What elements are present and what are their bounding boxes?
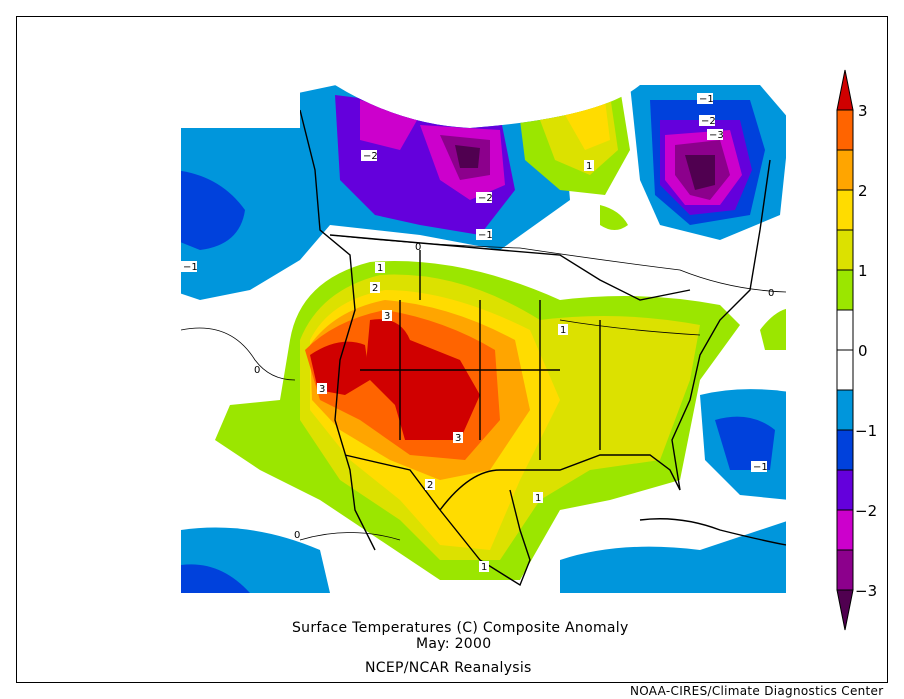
contour-label: −1 — [478, 230, 493, 241]
coastline-east — [671, 159, 771, 491]
contour-label: 0 — [294, 530, 300, 541]
contour-label: 1 — [535, 493, 541, 504]
colorbar-tick: −1 — [855, 422, 877, 440]
contour-label: 0 — [415, 242, 421, 253]
colorbar-arrow-bottom — [836, 589, 854, 631]
data-source: NCEP/NCAR Reanalysis — [365, 660, 532, 676]
contour-label: −1 — [699, 94, 714, 105]
contour-label: 2 — [427, 480, 433, 491]
map-fill — [181, 85, 786, 593]
coastline-gulf — [439, 454, 681, 511]
contour-label: 0 — [768, 288, 774, 299]
contour-label: −2 — [701, 116, 716, 127]
map-title: Surface Temperatures (C) Composite Anoma… — [292, 620, 629, 636]
contour-label: −3 — [709, 130, 724, 141]
colorbar-arrow-top — [836, 69, 854, 111]
us-mexico-border — [344, 454, 441, 511]
mexico-coast — [439, 489, 531, 587]
us-canada-border — [329, 234, 691, 301]
colorbar — [836, 69, 854, 631]
contour-label: −1 — [183, 262, 198, 273]
coastline-west — [299, 109, 376, 551]
contour-label: 1 — [481, 562, 487, 573]
colorbar-ticks: 3 2 1 0 −1 −2 −3 — [855, 102, 877, 600]
contour-label: 2 — [372, 283, 378, 294]
colorbar-tick: 0 — [858, 342, 868, 360]
contour-label: 1 — [586, 161, 592, 172]
contour-label: 3 — [319, 384, 325, 395]
contour-label: −1 — [753, 462, 768, 473]
colorbar-tick: −3 — [855, 582, 877, 600]
colorbar-tick: 1 — [858, 262, 868, 280]
map-date: May: 2000 — [416, 636, 492, 652]
cold-region-left-core — [181, 170, 245, 250]
colorbar-tick: 3 — [858, 102, 868, 120]
contour-label: 1 — [377, 263, 383, 274]
credit: NOAA-CIRES/Climate Diagnostics Center — [630, 684, 884, 698]
contour-labels: −1 −2 −3 −2 −2 −1 −1 0 0 0 0 1 1 1 1 1 2… — [181, 93, 774, 573]
plot-frame — [16, 16, 888, 683]
colorbar-tick: −2 — [855, 502, 877, 520]
contour-label: 3 — [384, 311, 390, 322]
contour-label: 1 — [560, 325, 566, 336]
contour-label: 3 — [455, 433, 461, 444]
contour-label: 0 — [254, 365, 260, 376]
contour-label: −2 — [363, 151, 378, 162]
contour-label: −2 — [478, 193, 493, 204]
colorbar-tick: 2 — [858, 182, 868, 200]
